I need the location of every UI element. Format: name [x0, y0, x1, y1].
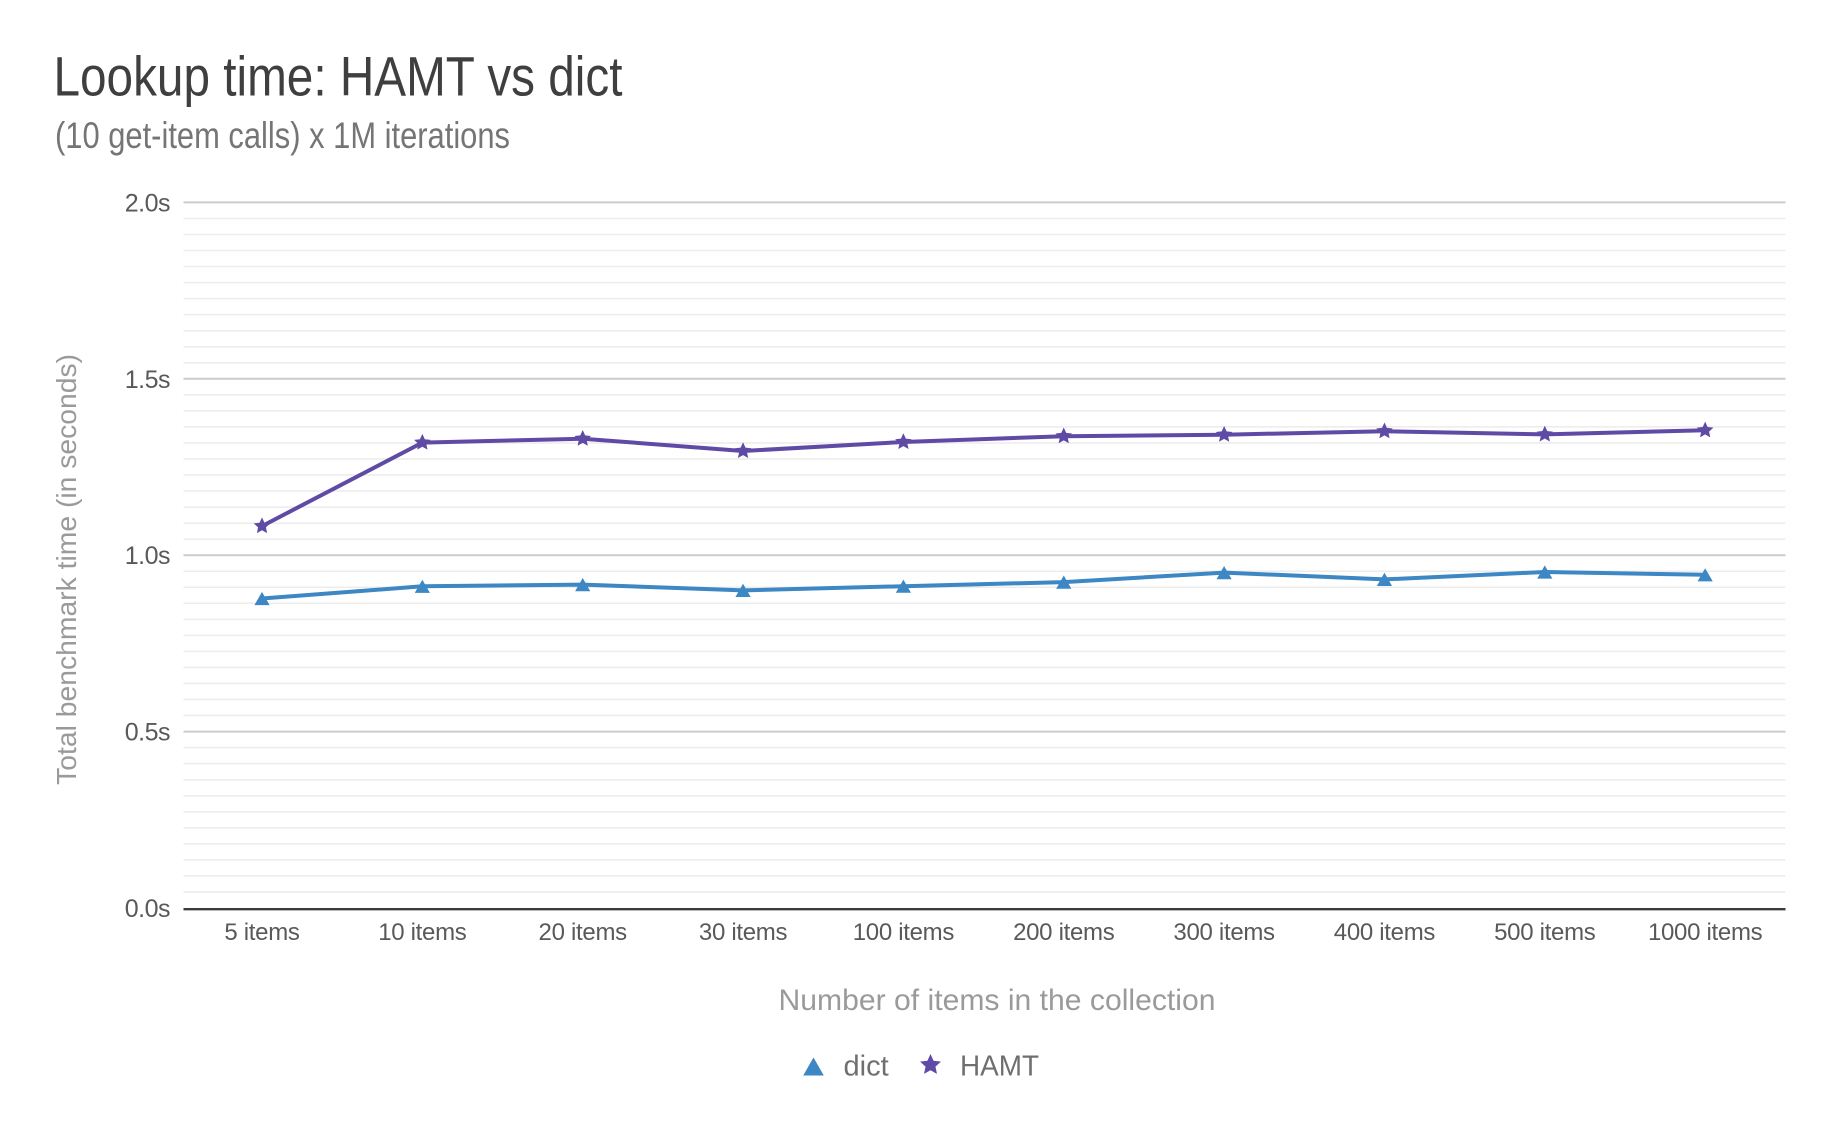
svg-text:30 items: 30 items — [699, 919, 788, 946]
svg-text:0.5s: 0.5s — [125, 719, 170, 747]
svg-text:300 items: 300 items — [1173, 919, 1275, 946]
svg-text:2.0s: 2.0s — [125, 189, 170, 217]
svg-text:400 items: 400 items — [1334, 919, 1436, 946]
svg-text:10 items: 10 items — [378, 919, 467, 946]
svg-text:dict: dict — [844, 1051, 889, 1083]
svg-text:Total benchmark time (in secon: Total benchmark time (in seconds) — [51, 354, 82, 785]
svg-text:200 items: 200 items — [1013, 919, 1115, 946]
svg-text:1.0s: 1.0s — [125, 542, 170, 570]
svg-text:Number of items in the collect: Number of items in the collection — [779, 984, 1216, 1017]
svg-text:500 items: 500 items — [1494, 919, 1596, 946]
svg-text:(10 get-item calls) x 1M itera: (10 get-item calls) x 1M iterations — [55, 115, 510, 156]
svg-text:20 items: 20 items — [539, 919, 628, 946]
svg-text:1000 items: 1000 items — [1648, 919, 1763, 946]
svg-text:100 items: 100 items — [853, 919, 955, 946]
svg-text:1.5s: 1.5s — [125, 366, 170, 394]
svg-text:5 items: 5 items — [224, 919, 300, 946]
svg-text:HAMT: HAMT — [960, 1051, 1039, 1083]
svg-text:0.0s: 0.0s — [125, 895, 170, 923]
svg-text:Lookup time: HAMT vs dict: Lookup time: HAMT vs dict — [54, 45, 623, 108]
